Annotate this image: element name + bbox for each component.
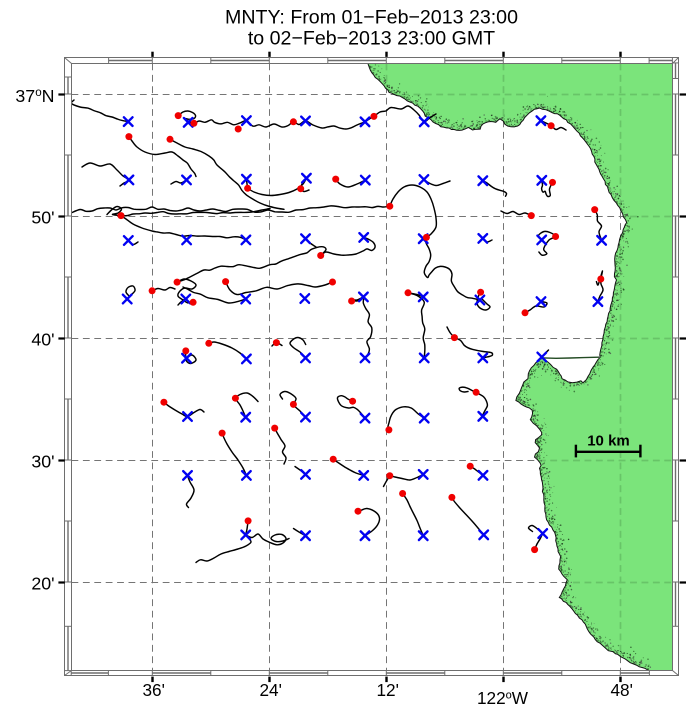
svg-text:10 km: 10 km [587,433,630,450]
svg-text:MNTY: From 01−Feb−2013 23:00: MNTY: From 01−Feb−2013 23:00 [225,7,518,29]
svg-text:50': 50' [31,208,54,228]
svg-text:30': 30' [31,452,54,472]
svg-text:to 02−Feb−2013 23:00 GMT: to 02−Feb−2013 23:00 GMT [248,28,495,50]
svg-text:24': 24' [259,680,281,700]
svg-text:36': 36' [142,680,164,700]
svg-text:48': 48' [610,680,632,700]
svg-text:37oN: 37oN [15,86,54,106]
svg-text:122oW: 122oW [477,688,529,708]
svg-text:40': 40' [31,330,54,350]
svg-text:20': 20' [31,574,54,594]
svg-text:12': 12' [376,680,398,700]
